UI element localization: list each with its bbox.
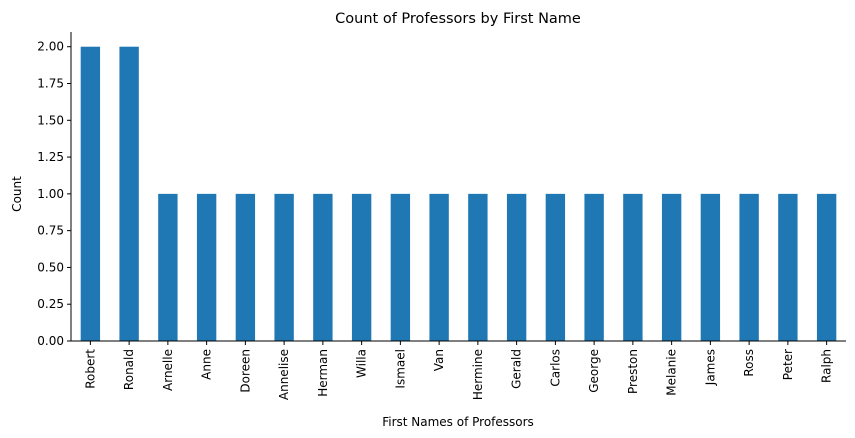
x-tick-label: Melanie	[665, 349, 679, 396]
x-tick-label: Anne	[200, 349, 214, 380]
y-tick-label: 0.50	[37, 260, 64, 274]
bar	[351, 193, 372, 341]
x-tick-label: Peter	[781, 349, 795, 380]
bar	[816, 193, 837, 341]
y-axis-title: Count	[10, 176, 24, 212]
bar	[429, 193, 449, 341]
bar	[468, 193, 488, 341]
x-tick-label: Gerald	[510, 349, 524, 389]
x-tick-label: Willa	[355, 349, 369, 378]
x-tick-label: Herman	[316, 349, 330, 397]
x-tick-label: Preston	[626, 349, 640, 394]
bars-group	[80, 46, 837, 341]
x-tick-label: Carlos	[548, 349, 562, 387]
bar	[739, 193, 759, 341]
y-tick-label: 0.75	[37, 224, 64, 238]
y-tick-label: 0.25	[37, 297, 64, 311]
y-tick-label: 0.00	[37, 334, 64, 348]
x-tick-label: Van	[432, 349, 446, 371]
chart-title: Count of Professors by First Name	[335, 11, 581, 27]
bar	[158, 193, 178, 341]
y-tick-label: 2.00	[37, 40, 64, 54]
x-axis-title: First Names of Professors	[382, 415, 534, 429]
bar	[506, 193, 527, 341]
x-tick-label: Annelise	[277, 349, 291, 400]
bar	[661, 193, 682, 341]
x-tick-label: Ross	[742, 349, 756, 377]
bar	[80, 46, 101, 341]
y-tick-label: 1.25	[37, 150, 64, 164]
y-tick-label: 1.00	[37, 187, 64, 201]
y-axis: 0.00 0.25 0.50 0.75 1.00 1.25 1.50 1.75 2.00	[37, 40, 71, 348]
x-tick-label: Arnelle	[161, 349, 175, 391]
bar	[390, 193, 411, 341]
x-tick-label: Doreen	[238, 349, 252, 393]
x-tick-label: Ismael	[393, 349, 407, 389]
x-tick-label: George	[587, 349, 601, 393]
y-tick-label: 1.75	[37, 77, 64, 91]
bar	[196, 193, 217, 341]
y-tick-label: 1.50	[37, 113, 64, 127]
x-tick-label: Hermine	[471, 349, 485, 400]
x-tick-label: Ralph	[820, 349, 834, 383]
bar	[119, 46, 139, 341]
x-axis: Robert Ronald Arnelle Anne Doreen Annelise Her…	[83, 341, 834, 400]
bar	[778, 193, 798, 341]
x-tick-label: Ronald	[122, 349, 136, 390]
bar	[313, 193, 333, 341]
bar	[274, 193, 294, 341]
x-tick-label: James	[703, 349, 717, 386]
bar	[584, 193, 604, 341]
x-tick-label: Robert	[83, 349, 97, 389]
bar	[235, 193, 256, 341]
bar	[700, 193, 721, 341]
bar	[545, 193, 566, 341]
bar	[623, 193, 643, 341]
